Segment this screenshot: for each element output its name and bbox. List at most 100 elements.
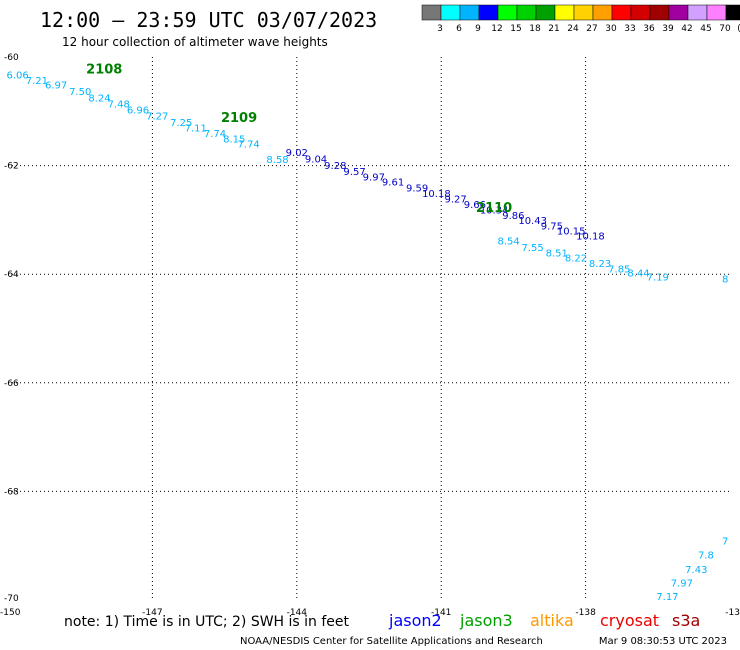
- wave-height-label: 6.06: [6, 71, 28, 82]
- y-tick-label: -68: [4, 487, 19, 497]
- scale-label: 24: [567, 24, 579, 34]
- x-tick-label: -138: [575, 608, 596, 618]
- wave-height-label: 8.24: [88, 94, 110, 105]
- wave-height-label: 10.15: [557, 227, 586, 238]
- wave-height-label: 7.74: [238, 140, 260, 151]
- wave-height-label: 7.85: [608, 265, 630, 276]
- scale-label: 15: [510, 24, 521, 34]
- wave-height-label: 9.61: [382, 178, 404, 189]
- scale-swatch: [706, 4, 727, 21]
- axis-tick-labels: -62-64-66-68-147 -144 -141 -138-60-70-150 -1…: [0, 53, 740, 618]
- scale-swatch: [440, 4, 461, 21]
- wave-height-label: 9.66: [464, 200, 486, 211]
- wave-height-label: 8.51: [546, 248, 568, 259]
- wave-height-label: 7.11: [185, 123, 207, 134]
- scale-swatch: [725, 4, 740, 21]
- x-tick-label: -13: [725, 608, 740, 618]
- scale-swatch: [459, 4, 480, 21]
- y-tick-label: -62: [4, 162, 19, 172]
- pass-number-label: 2108: [86, 62, 122, 77]
- scale-label: 3: [437, 24, 443, 34]
- pass-number-label: 2109: [221, 111, 257, 126]
- y-tick-label: -70: [4, 594, 19, 604]
- mission-legend-item: cryosat: [600, 611, 659, 630]
- wave-height-label: 8.15: [223, 134, 245, 145]
- wave-height-label: 10.18: [422, 189, 451, 200]
- mission-legend-item: s3a: [672, 611, 700, 630]
- scale-swatch: [478, 4, 499, 21]
- pass-labels: 2108 2109 2110: [86, 62, 512, 215]
- wave-height-label: 8.54: [497, 236, 519, 247]
- scale-swatch: [535, 4, 556, 21]
- wave-height-label: 7.55: [522, 243, 544, 254]
- wave-height-label: 7.8: [698, 551, 714, 562]
- wave-height-label: 7.74: [204, 129, 226, 140]
- scale-swatch: [649, 4, 670, 21]
- wave-height-label: 9.97: [363, 172, 385, 183]
- mission-legend-item: altika: [530, 611, 574, 630]
- scale-swatch: [516, 4, 537, 21]
- scale-label: 36: [643, 24, 655, 34]
- wave-height-label: 8.23: [589, 259, 611, 270]
- scale-label: (ft): [737, 24, 740, 34]
- scale-swatch: [421, 4, 442, 21]
- wave-height-label: 8.44: [627, 268, 649, 279]
- scale-swatch: [592, 4, 613, 21]
- scale-swatch: [630, 4, 651, 21]
- wave-height-label: 8: [722, 274, 728, 285]
- scale-swatch: [687, 4, 708, 21]
- wave-height-label: 9.59: [406, 184, 428, 195]
- y-tick-label: -60: [4, 53, 19, 63]
- scale-label: 45: [700, 24, 711, 34]
- mission-legend-item: jason3: [459, 611, 513, 630]
- footer-note: note: 1) Time is in UTC; 2) SWH is in fe…: [64, 614, 350, 630]
- wave-height-label: 7.50: [69, 87, 91, 98]
- wave-height-label: 9.02: [286, 148, 308, 159]
- wave-height-label: 7.19: [647, 273, 669, 284]
- wave-height-label: 7.97: [671, 578, 693, 589]
- wave-height-label: 8.58: [266, 155, 288, 166]
- wave-height-label: 6.96: [127, 105, 149, 116]
- wave-height-label: 10.18: [576, 231, 605, 242]
- scale-label: 42: [681, 24, 692, 34]
- scale-label: 70: [719, 24, 731, 34]
- scale-label: 39: [662, 24, 674, 34]
- wave-height-points: 6.067.216.977.508.247.486.967.277.257.11…: [6, 71, 728, 603]
- wave-height-label: 7.25: [170, 118, 192, 129]
- scale-label: 33: [624, 24, 635, 34]
- wave-height-label: 9.86: [502, 211, 524, 222]
- wave-height-label: 7.27: [146, 111, 168, 122]
- scale-swatch: [611, 4, 632, 21]
- scale-swatch: [668, 4, 689, 21]
- x-tick-label: -144: [287, 608, 308, 618]
- x-tick-label: -141: [431, 608, 451, 618]
- pass-number-label: 2110: [476, 201, 512, 216]
- scale-label: 6: [456, 24, 462, 34]
- scale-swatch: [497, 4, 518, 21]
- footer-timestamp: Mar 9 08:30:53 UTC 2023: [599, 636, 727, 647]
- chart-subtitle: 12 hour collection of altimeter wave hei…: [62, 35, 328, 49]
- footer-credit: NOAA/NESDIS Center for Satellite Applica…: [240, 636, 543, 647]
- wave-height-label: 7.43: [685, 565, 707, 576]
- y-tick-label: -66: [4, 379, 19, 389]
- wave-height-label: 7: [722, 537, 728, 548]
- x-tick-label: -150: [0, 608, 21, 618]
- mission-legend-item: jason2: [388, 611, 442, 630]
- wave-height-label: 7.48: [108, 99, 130, 110]
- scale-label: 21: [548, 24, 559, 34]
- wave-height-label: 10.34: [480, 205, 509, 216]
- scale-label: 27: [586, 24, 597, 34]
- mission-legend: jason2 jason3 altika cryosat s3a: [388, 611, 700, 630]
- x-tick-label: -147: [142, 608, 162, 618]
- map-grid: [8, 57, 730, 600]
- wave-height-label: 10.43: [518, 216, 547, 227]
- scale-swatch: [554, 4, 575, 21]
- wave-height-label: 6.97: [45, 80, 67, 91]
- wave-height-label: 9.57: [343, 167, 365, 178]
- scale-label: 9: [475, 24, 481, 34]
- scale-label: 18: [529, 24, 541, 34]
- wave-height-label: 9.28: [324, 161, 346, 172]
- scale-label: 12: [491, 24, 502, 34]
